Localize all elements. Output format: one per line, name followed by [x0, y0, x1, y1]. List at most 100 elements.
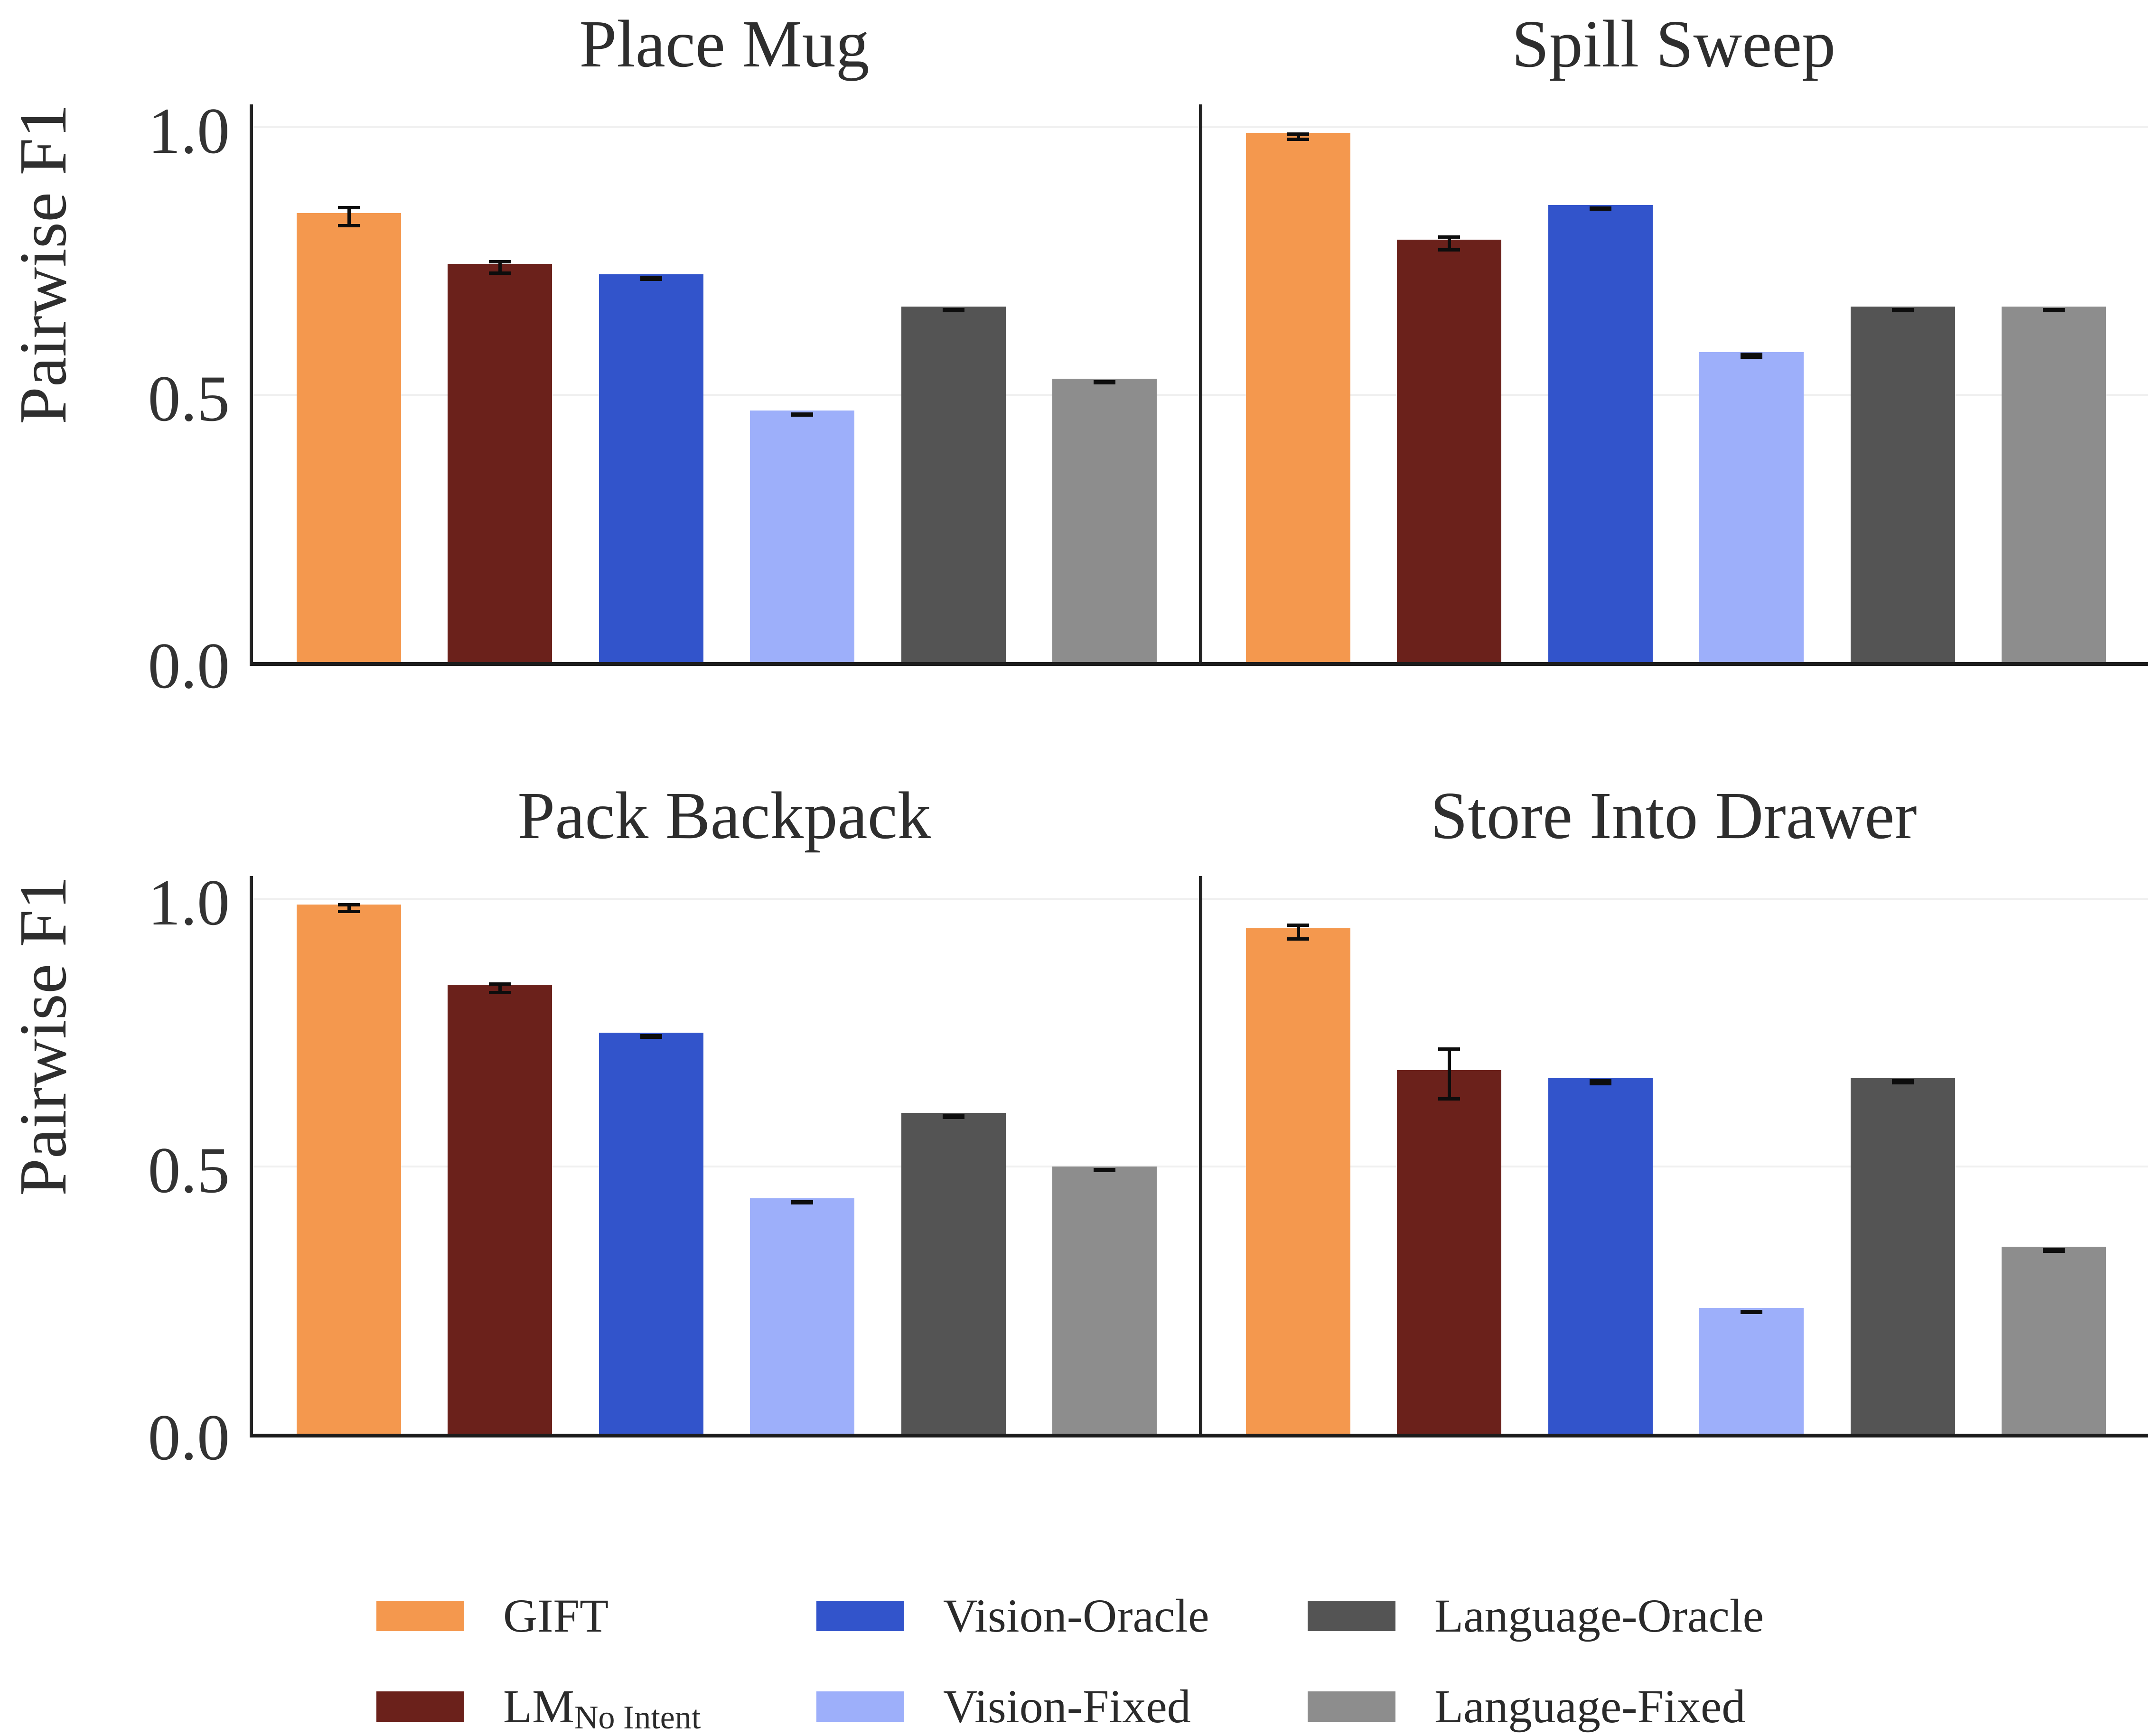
plot-area-pack-backpack: [250, 876, 1199, 1437]
subplot-pack-backpack: Pack Backpack Pairwise F1 1.0 0.5 0.0: [0, 666, 1199, 1470]
chart-row-top: Place Mug Pairwise F1 1.0 0.5 0.0 Spill …: [0, 0, 2153, 699]
error-bar: [498, 260, 502, 275]
gridline-1: [253, 126, 1199, 129]
chart-title-spill-sweep: Spill Sweep: [1511, 6, 1836, 81]
vision-fixed-swatch: [816, 1691, 904, 1722]
gridline-0.5: [1202, 393, 2148, 396]
gridline-0.5: [253, 1165, 1199, 1167]
bar-language-fixed: [1052, 378, 1157, 662]
error-bar-cap: [1589, 207, 1611, 211]
bar-lm-no-intent: [1397, 239, 1502, 662]
error-bar-cap: [1891, 1081, 1914, 1085]
legend-label-subscript: No Intent: [574, 1699, 701, 1736]
bar-lm-no-intent: [1397, 1070, 1502, 1434]
bar-vision-fixed: [1699, 352, 1804, 662]
legend-label-text: Language-Fixed: [1434, 1680, 1746, 1733]
bar-language-fixed: [2002, 306, 2106, 662]
error-bar-cap: [489, 982, 511, 986]
bar-vision-fixed: [750, 411, 855, 662]
legend-label-text: Vision-Fixed: [943, 1680, 1191, 1733]
legend-entry-vision-fixed: Vision-Fixed: [816, 1679, 1308, 1734]
error-bar-cap: [1589, 1079, 1611, 1082]
bar-vision-oracle: [599, 274, 703, 662]
bar-language-fixed: [2002, 1246, 2106, 1434]
error-bar-cap: [1741, 355, 1763, 359]
bar-language-fixed: [1052, 1166, 1157, 1434]
error-bar-cap: [1094, 1169, 1115, 1173]
error-bar-cap: [1741, 352, 1763, 356]
error-bar-cap: [1891, 1079, 1914, 1083]
bar-vision-fixed: [1699, 1308, 1804, 1434]
error-bar-cap: [338, 909, 360, 913]
error-bar: [1296, 924, 1300, 941]
y-tick-1.0: 1.0: [148, 94, 230, 167]
language-fixed-swatch: [1308, 1691, 1395, 1722]
error-bar-cap: [791, 1201, 814, 1204]
y-tick-0.5: 0.5: [148, 1134, 230, 1206]
error-bar-cap: [1891, 309, 1914, 313]
gridline-0.5: [1202, 1165, 2148, 1167]
error-bar-cap: [489, 260, 511, 263]
chart-row-bottom: Pack Backpack Pairwise F1 1.0 0.5 0.0 St…: [0, 666, 2153, 1470]
error-bar-cap: [1438, 235, 1460, 239]
chart-title-store-into-drawer: Store Into Drawer: [1430, 778, 1917, 853]
error-bar: [498, 982, 502, 994]
legend-label-text: LM: [503, 1680, 574, 1733]
bar-vision-oracle: [599, 1033, 703, 1434]
language-oracle-swatch: [1308, 1600, 1395, 1631]
error-bar-cap: [338, 903, 360, 907]
error-bar-cap: [1287, 137, 1309, 141]
bar-language-oracle: [901, 1113, 1006, 1434]
error-bar-cap: [2043, 309, 2065, 313]
bar-language-oracle: [1850, 1078, 1955, 1434]
y-axis-place-mug: Pairwise F1 1.0 0.5 0.0: [0, 98, 250, 699]
legend-label-text: Language-Oracle: [1434, 1589, 1764, 1642]
legend-label-language-fixed: Language-Fixed: [1434, 1679, 1745, 1734]
y-axis-pack-backpack: Pairwise F1 1.0 0.5 0.0: [0, 870, 250, 1470]
y-axis-label: Pairwise F1: [5, 876, 80, 1196]
error-bar-cap: [1438, 248, 1460, 252]
error-bar-cap: [640, 277, 662, 281]
legend-entry-vision-oracle: Vision-Oracle: [816, 1588, 1308, 1643]
vision-oracle-swatch: [816, 1600, 904, 1631]
error-bar-cap: [2043, 1248, 2065, 1251]
legend-entry-language-oracle: Language-Oracle: [1308, 1588, 2153, 1643]
legend-label-lm-no-intent: LMNo Intent: [503, 1679, 701, 1736]
legend-entry-lm-no-intent: LMNo Intent: [376, 1679, 816, 1736]
error-bar-cap: [489, 271, 511, 275]
legend-label-gift: GIFT: [503, 1588, 608, 1643]
subplot-store-into-drawer: Store Into Drawer: [1199, 666, 2153, 1437]
error-bar-cap: [1438, 1097, 1460, 1101]
error-bar-cap: [338, 206, 360, 210]
plot-area-place-mug: [250, 104, 1199, 666]
bar-gift: [297, 213, 401, 662]
error-bar-cap: [640, 1035, 662, 1039]
bar-gift: [297, 904, 401, 1434]
bar-language-oracle: [901, 306, 1006, 662]
error-bar-cap: [338, 224, 360, 228]
subplot-place-mug: Place Mug Pairwise F1 1.0 0.5 0.0: [0, 0, 1199, 699]
y-tick-0.5: 0.5: [148, 362, 230, 435]
error-bar-cap: [640, 275, 662, 279]
plot-area-store-into-drawer: [1199, 876, 2148, 1437]
bar-lm-no-intent: [448, 984, 552, 1434]
error-bar-cap: [1287, 132, 1309, 136]
error-bar: [1296, 132, 1300, 141]
subplot-spill-sweep: Spill Sweep: [1199, 0, 2153, 666]
bar-gift: [1246, 928, 1350, 1434]
y-tick-0.0: 0.0: [148, 629, 230, 702]
error-bar: [347, 206, 351, 228]
error-bar-cap: [791, 413, 814, 417]
error-bar-cap: [1438, 1047, 1460, 1051]
error-bar-cap: [1287, 937, 1309, 941]
chart-title-pack-backpack: Pack Backpack: [517, 778, 931, 853]
bar-gift: [1246, 132, 1350, 662]
legend-label-text: Vision-Oracle: [943, 1589, 1209, 1642]
legend-label-vision-fixed: Vision-Fixed: [943, 1679, 1191, 1734]
error-bar: [347, 903, 351, 913]
y-tick-0.0: 0.0: [148, 1401, 230, 1474]
error-bar: [1447, 1047, 1451, 1101]
y-axis-label: Pairwise F1: [5, 104, 80, 424]
error-bar-cap: [2043, 1250, 2065, 1253]
